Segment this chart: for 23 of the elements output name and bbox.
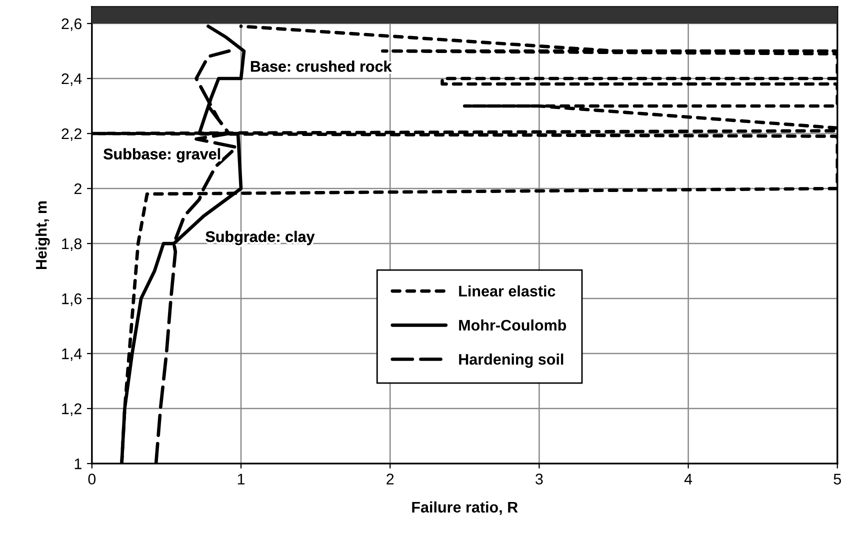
x-tick-label: 0 — [88, 474, 96, 484]
y-tick-label: 2,6 — [62, 18, 82, 31]
legend-label: Linear elastic — [459, 285, 556, 297]
y-tick-label: 1,6 — [62, 293, 82, 306]
x-tick-label: 4 — [684, 474, 692, 484]
legend-label: Mohr-Coulomb — [459, 319, 566, 331]
y-tick-label: 1,4 — [62, 348, 82, 362]
x-tick-label: 1 — [238, 474, 245, 484]
annotation: Subgrade: clay — [206, 230, 315, 246]
y-tick-label: 2,4 — [62, 73, 82, 86]
y-tick-label: 1,8 — [62, 238, 82, 252]
y-axis-title: Height, m — [36, 201, 50, 270]
x-tick-label: 3 — [536, 474, 543, 484]
x-axis-title: Failure ratio, R — [412, 501, 518, 515]
annotation: Subbase: gravel — [104, 148, 220, 163]
x-tick-label: 2 — [386, 474, 394, 484]
y-tick-label: 2,2 — [62, 128, 82, 142]
annotation: Base: crushed rock — [250, 60, 392, 72]
y-tick-label: 2 — [74, 183, 82, 194]
x-tick-label: 5 — [834, 474, 841, 484]
y-tick-label: 1 — [74, 458, 82, 470]
y-tick-label: 1,2 — [62, 403, 82, 416]
legend-label: Hardening soil — [459, 354, 564, 368]
